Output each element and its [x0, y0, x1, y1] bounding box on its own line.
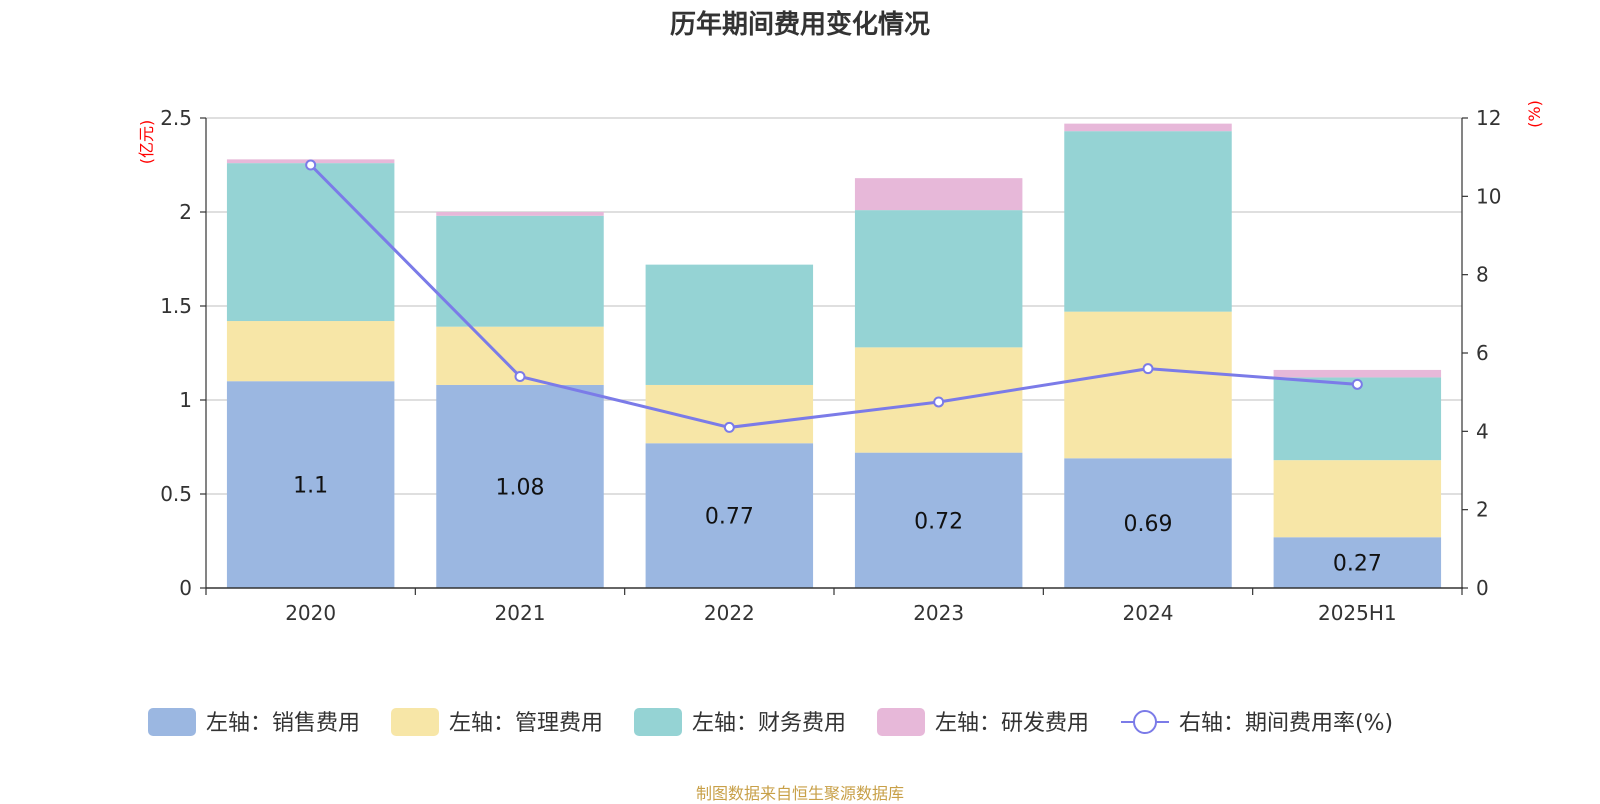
grid-lines — [206, 117, 1462, 495]
bar-data-label: 1.1 — [293, 474, 328, 499]
bar-segment — [854, 452, 1023, 588]
bar-segment — [436, 215, 604, 327]
bar-data-label: 0.77 — [705, 505, 754, 530]
rate-line — [309, 163, 1358, 429]
line-series — [305, 159, 1363, 433]
right-axis-tick-label: 6 — [1476, 341, 1489, 365]
right-axis-tick-label: 10 — [1476, 184, 1501, 208]
source-note: 制图数据来自恒生聚源数据库 — [695, 784, 904, 803]
rate-point — [514, 371, 526, 382]
legend-label: 左轴：财务费用 — [692, 711, 846, 736]
bar-segment — [1273, 377, 1442, 461]
bar-segment — [854, 210, 1023, 348]
left-axis-tick-label: 2 — [179, 200, 192, 224]
rate-point — [933, 396, 945, 408]
legend-marker — [1133, 710, 1157, 734]
bar-data-label: 0.69 — [1124, 512, 1173, 537]
x-axis-tick-label: 2022 — [704, 601, 755, 625]
x-axis-tick-label: 2025H1 — [1318, 601, 1397, 625]
right-axis-unit: (%) — [1525, 100, 1544, 128]
right-axis-tick-label: 12 — [1476, 106, 1501, 130]
bar-segment — [1064, 458, 1232, 588]
left-axis-tick-label: 0 — [179, 576, 192, 600]
right-axis-tick-label: 2 — [1476, 498, 1489, 522]
x-axis-tick-label: 2023 — [913, 601, 964, 625]
bar-segment — [1273, 369, 1442, 378]
legend-label: 右轴：期间费用率(%) — [1179, 711, 1393, 736]
bar-data-label: 1.08 — [496, 475, 545, 500]
left-axis-tick-label: 0.5 — [160, 482, 192, 506]
legend-label: 左轴：管理费用 — [449, 711, 603, 736]
bar-segment — [1064, 311, 1232, 459]
bar-segment — [226, 381, 395, 588]
x-axis-tick-label: 2020 — [285, 601, 336, 625]
right-axis-tick-label: 4 — [1476, 419, 1489, 443]
rate-point — [1142, 363, 1154, 375]
x-axis-tick-label: 2021 — [495, 601, 546, 625]
bar-segment — [645, 264, 814, 385]
rate-point — [305, 159, 317, 171]
left-axis-tick-label: 1 — [179, 388, 192, 412]
bar-segment — [1064, 131, 1232, 312]
bar-data-label: 0.27 — [1333, 552, 1382, 577]
left-axis-tick-label: 1.5 — [160, 294, 192, 318]
legend-swatch — [634, 708, 682, 736]
axes: 0 0.5 1 1.5 2 2.5 0 2 4 6 8 10 12 2020 2021 2022 2023 202… — [137, 100, 1544, 625]
legend-swatch — [877, 708, 925, 736]
left-axis-unit: (亿元) — [137, 120, 156, 165]
bar-segment — [436, 212, 604, 216]
right-axis-tick-label: 8 — [1476, 263, 1489, 287]
rate-point — [1351, 378, 1363, 390]
right-axis-tick-label: 0 — [1476, 576, 1489, 600]
rate-point — [723, 421, 735, 433]
bar-segment — [436, 384, 604, 588]
bar-segment — [226, 163, 395, 322]
x-axis-tick-label: 2024 — [1123, 601, 1174, 625]
data-labels: 1.1 1.08 0.77 0.72 0.69 0.27 — [293, 474, 1382, 577]
chart-title: 历年期间费用变化情况 — [669, 10, 930, 40]
bar-segment — [645, 443, 814, 588]
bar-segment — [1273, 460, 1442, 538]
legend: 左轴：销售费用 左轴：管理费用 左轴：财务费用 左轴：研发费用 右轴：期间费用率(%) — [148, 708, 1393, 736]
left-axis-tick-label: 2.5 — [160, 106, 192, 130]
bar-segment — [226, 321, 395, 382]
bar-segment — [1273, 537, 1442, 588]
bar-segment — [854, 178, 1023, 211]
bar-data-label: 0.72 — [914, 509, 963, 534]
bar-series — [226, 123, 1442, 588]
legend-swatch — [391, 708, 439, 736]
legend-label: 左轴：销售费用 — [206, 711, 360, 736]
legend-swatch — [148, 708, 196, 736]
bar-segment — [1064, 123, 1232, 132]
legend-label: 左轴：研发费用 — [935, 711, 1089, 736]
